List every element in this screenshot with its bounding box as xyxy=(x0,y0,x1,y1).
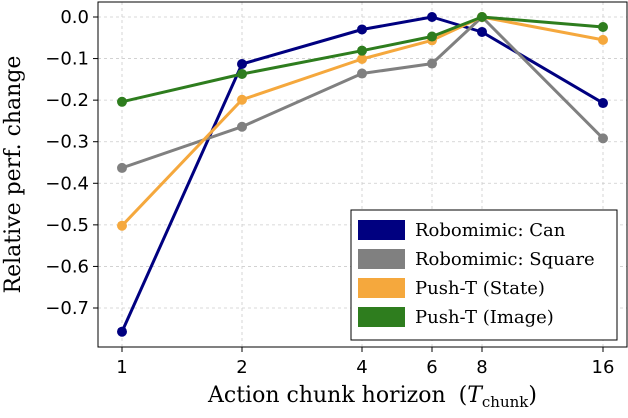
data-point xyxy=(477,12,487,22)
x-tick-label: 6 xyxy=(426,357,437,378)
data-point xyxy=(427,58,437,69)
legend-swatch xyxy=(358,249,405,269)
series-2 xyxy=(117,12,608,231)
data-point xyxy=(357,24,367,35)
data-point xyxy=(477,26,487,37)
legend-label: Robomimic: Square xyxy=(415,249,595,270)
data-point xyxy=(237,121,247,132)
data-point xyxy=(598,21,608,32)
legend-label: Push-T (State) xyxy=(415,278,545,299)
data-point xyxy=(117,220,127,231)
x-tick-label: 16 xyxy=(592,357,615,378)
data-point xyxy=(427,31,437,42)
series-1 xyxy=(117,12,608,173)
data-point xyxy=(598,34,608,45)
data-point xyxy=(117,326,127,337)
axes: 1 2 4 6 8 16 0.0 −0.1 −0.2 −0.3 −0.4 −0.5 −0.6 −0.7 xyxy=(45,7,614,378)
x-axis-label-symbol: T xyxy=(467,383,484,408)
series-lines xyxy=(117,12,608,337)
y-axis-label: Relative perf. change xyxy=(1,56,26,294)
data-point xyxy=(117,96,127,107)
x-tick-label: 2 xyxy=(236,357,247,378)
data-point xyxy=(237,58,247,69)
x-axis-label: Action chunk horizon (Tchunk) xyxy=(207,383,537,411)
data-point xyxy=(357,45,367,56)
series-line xyxy=(121,15,605,170)
y-tick-label: −0.5 xyxy=(45,215,89,236)
y-tick-label: −0.6 xyxy=(45,256,89,277)
series-line xyxy=(121,15,604,104)
y-tick-label: −0.7 xyxy=(45,298,89,319)
legend: Robomimic: Can Robomimic: Square Push-T (S… xyxy=(350,209,618,341)
data-point xyxy=(237,68,247,79)
data-point xyxy=(357,68,367,79)
data-point xyxy=(598,133,608,144)
data-point xyxy=(237,94,247,105)
series-3 xyxy=(117,12,608,107)
series-0 xyxy=(117,12,608,337)
y-tick-label: −0.1 xyxy=(45,49,89,70)
data-point xyxy=(598,98,608,109)
y-tick-label: −0.4 xyxy=(45,173,89,194)
data-point xyxy=(117,162,127,173)
legend-swatch xyxy=(358,220,405,240)
legend-swatch xyxy=(358,307,405,327)
data-point xyxy=(427,12,437,22)
y-tick-label: −0.3 xyxy=(45,132,89,153)
legend-swatch xyxy=(358,278,405,298)
x-axis-label-subscript: chunk xyxy=(482,393,529,411)
x-tick-label: 4 xyxy=(356,357,367,378)
x-tick-label: 8 xyxy=(476,357,487,378)
data-point xyxy=(357,53,367,64)
legend-label: Robomimic: Can xyxy=(415,220,566,241)
series-line xyxy=(120,15,604,333)
y-tick-label: −0.2 xyxy=(45,90,89,111)
x-tick-label: 1 xyxy=(116,357,127,378)
series-line xyxy=(120,15,604,227)
y-tick-label: 0.0 xyxy=(60,7,89,28)
legend-label: Push-T (Image) xyxy=(415,307,554,328)
x-axis-label-text: Action chunk horizon xyxy=(207,383,446,408)
